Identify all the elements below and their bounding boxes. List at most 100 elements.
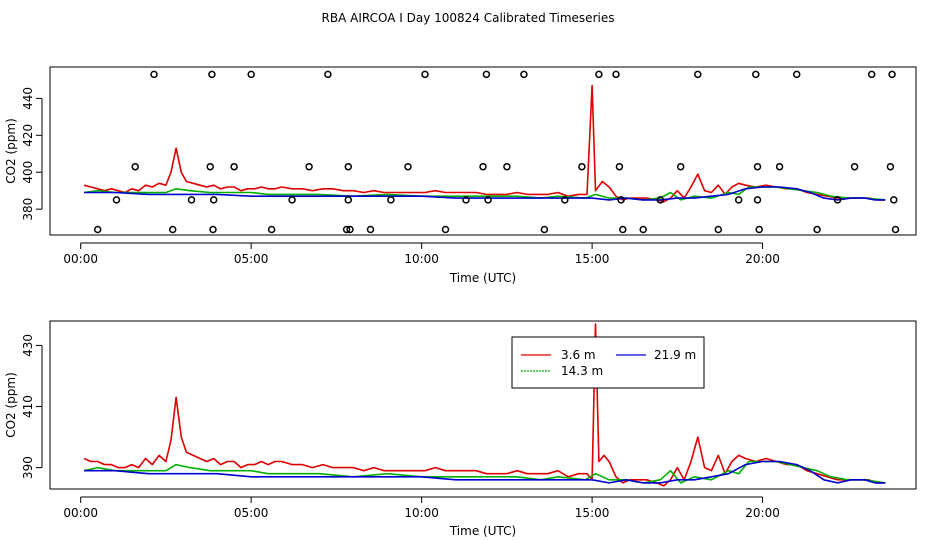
calibration-point <box>612 70 620 79</box>
top-x-tick-label: 20:00 <box>745 252 780 266</box>
calibration-point <box>346 225 354 234</box>
calibration-point <box>387 196 395 204</box>
calibration-point <box>890 196 898 204</box>
calibration-point <box>520 70 528 79</box>
legend: 3.6 m 21.9 m 14.3 m <box>511 336 705 389</box>
bot-y-tick-label: 390 <box>21 456 35 479</box>
calibration-point <box>886 162 895 171</box>
bot-x-tick-label: 20:00 <box>745 506 780 520</box>
top-y-tick-label: 380 <box>21 198 35 221</box>
bottom-y-axis: 390 410 430 <box>21 334 43 479</box>
top-panel: 00:00 05:00 10:00 15:00 20:00 380 400 420 440 T… <box>4 66 917 285</box>
calibration-point <box>131 162 139 171</box>
legend-box <box>511 336 705 389</box>
calibration-point <box>775 162 784 171</box>
top-y-axis: 380 400 420 440 <box>21 87 43 221</box>
top-calibration-points <box>93 70 900 234</box>
bottom-panel: 00:00 05:00 10:00 15:00 20:00 390 410 430 Time… <box>4 320 917 538</box>
bot-x-tick-label: 10:00 <box>404 506 439 520</box>
calibration-point <box>753 162 762 171</box>
top-series-3-6-m <box>83 84 886 203</box>
calibration-point <box>479 162 487 171</box>
top-series-21-9-m <box>84 186 886 201</box>
calibration-point <box>617 196 625 204</box>
calibration-point <box>833 196 842 204</box>
legend-label-14-3m: 14.3 m <box>561 364 603 378</box>
calibration-point <box>755 225 763 234</box>
calibration-point <box>503 162 511 171</box>
calibration-point <box>734 196 743 204</box>
calibration-point <box>206 162 214 171</box>
bot-series-3-6-m <box>83 323 886 487</box>
calibration-point <box>150 70 158 79</box>
calibration-point <box>561 196 569 204</box>
bottom-x-axis: 00:00 05:00 10:00 15:00 20:00 <box>63 496 780 520</box>
top-x-tick-label: 00:00 <box>63 252 98 266</box>
calibration-point <box>714 225 723 234</box>
chart-title: RBA AIRCOA I Day 100824 Calibrated Times… <box>322 11 615 25</box>
top-x-tick-label: 05:00 <box>234 252 269 266</box>
calibration-point <box>813 225 821 234</box>
bottom-y-axis-label: CO2 (ppm) <box>4 372 18 438</box>
calibration-point <box>639 225 647 234</box>
top-y-tick-label: 440 <box>21 87 35 110</box>
calibration-point <box>792 70 801 79</box>
calibration-point <box>168 225 177 234</box>
bot-y-tick-label: 410 <box>21 395 35 418</box>
calibration-point <box>247 70 255 79</box>
calibration-point <box>462 196 470 204</box>
calibration-point <box>112 196 121 204</box>
calibration-point <box>342 225 351 234</box>
calibration-point <box>208 70 216 79</box>
top-y-axis-label: CO2 (ppm) <box>4 118 18 184</box>
top-series-lines <box>83 84 886 203</box>
bot-x-tick-label: 00:00 <box>63 506 98 520</box>
top-y-tick-label: 420 <box>21 124 35 147</box>
bot-series-21-9-m <box>84 460 886 484</box>
calibration-point <box>421 70 429 79</box>
legend-label-21-9m: 21.9 m <box>654 348 696 362</box>
calibration-point <box>578 162 586 171</box>
top-x-tick-label: 15:00 <box>575 252 610 266</box>
calibration-point <box>267 225 276 234</box>
top-x-axis: 00:00 05:00 10:00 15:00 20:00 <box>63 242 780 266</box>
calibration-point <box>404 162 412 171</box>
calibration-point <box>656 196 665 204</box>
calibration-point <box>615 162 624 171</box>
top-x-tick-label: 10:00 <box>404 252 439 266</box>
calibration-point <box>288 196 296 204</box>
calibration-point <box>540 225 549 234</box>
bottom-plot-frame <box>49 320 917 490</box>
bottom-series-lines <box>83 323 886 487</box>
top-x-axis-label: Time (UTC) <box>449 271 516 285</box>
legend-label-3-6m: 3.6 m <box>561 348 596 362</box>
calibration-point <box>344 196 353 204</box>
calibration-point <box>850 162 859 171</box>
bottom-x-axis-label: Time (UTC) <box>449 524 516 538</box>
calibration-point <box>891 225 900 234</box>
calibration-point <box>187 196 196 204</box>
calibration-point <box>888 70 896 79</box>
calibration-point <box>482 70 491 79</box>
calibration-point <box>441 225 450 234</box>
bot-x-tick-label: 05:00 <box>234 506 269 520</box>
calibration-point <box>209 196 218 204</box>
bot-y-tick-label: 430 <box>21 334 35 357</box>
calibration-point <box>619 225 627 234</box>
calibration-point <box>676 162 685 171</box>
calibration-point <box>324 70 332 79</box>
bot-x-tick-label: 15:00 <box>575 506 610 520</box>
calibration-point <box>694 70 702 79</box>
calibration-point <box>93 225 102 234</box>
calibration-point <box>867 70 876 79</box>
top-plot-frame <box>49 66 917 236</box>
calibration-point <box>305 162 313 171</box>
calibration-point <box>344 162 353 171</box>
calibration-point <box>753 196 762 204</box>
calibration-point <box>209 225 217 234</box>
calibration-point <box>484 196 492 204</box>
calibration-point <box>230 162 238 171</box>
calibration-point <box>595 70 603 79</box>
calibration-point <box>752 70 760 79</box>
